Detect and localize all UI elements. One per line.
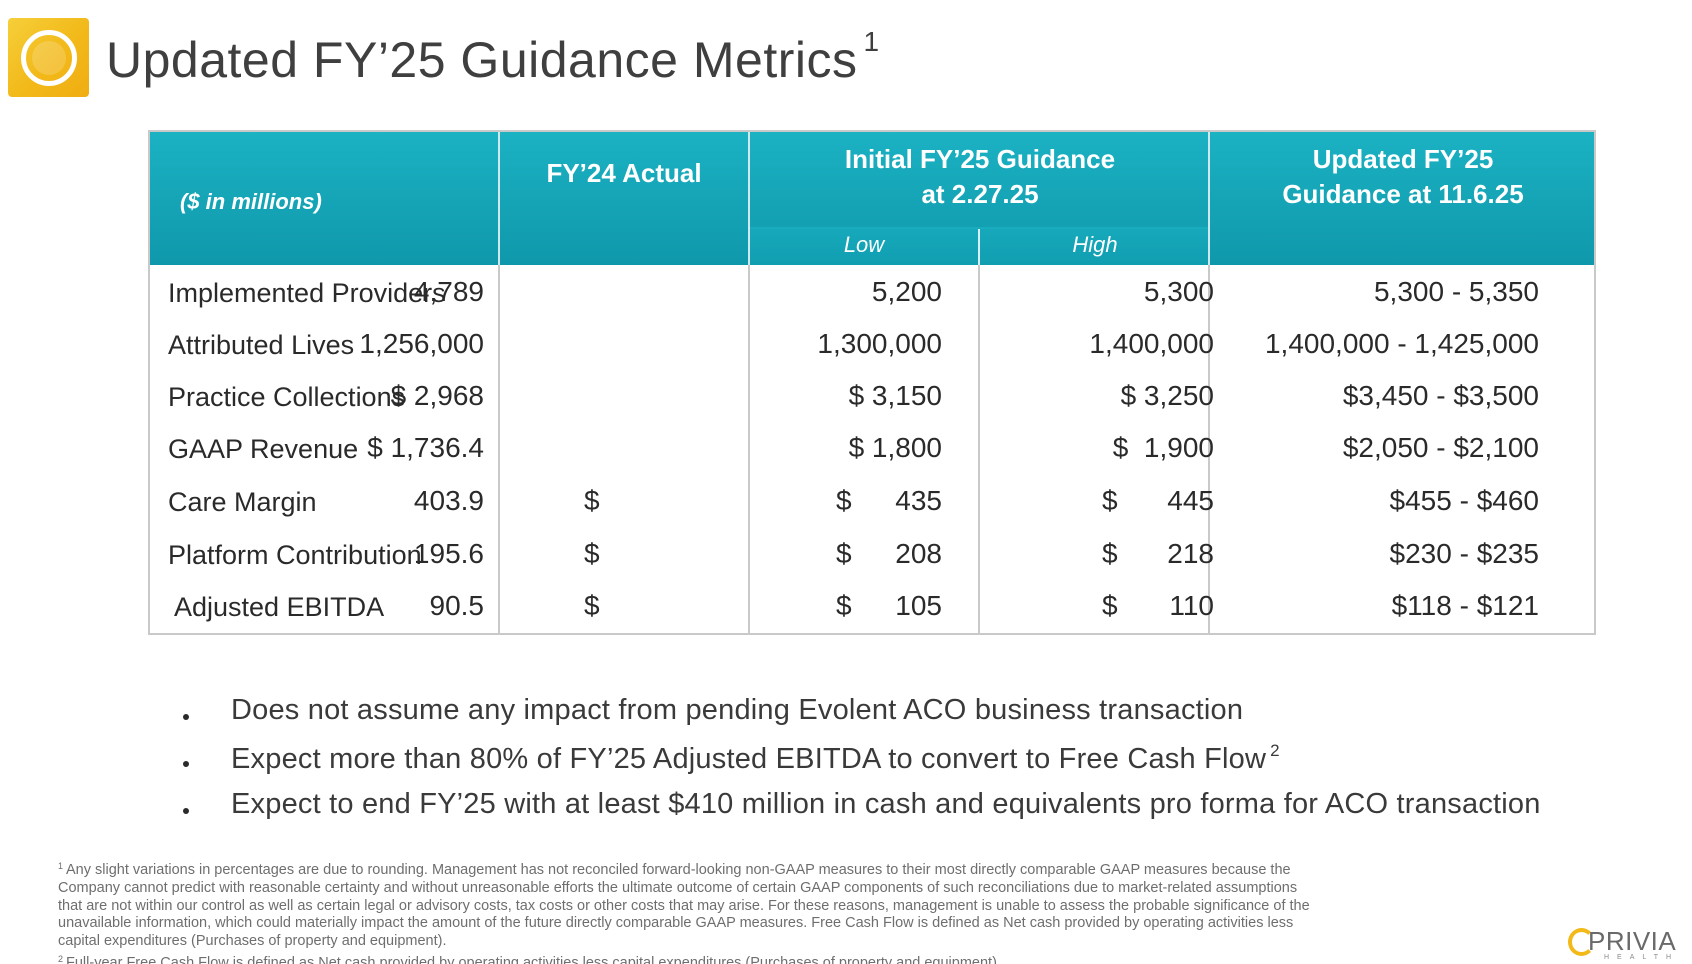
footnote-2: 2 Full-year Free Cash Flow is defined as … (58, 953, 1001, 964)
cell-lives-updated: 1,400,000 - 1,425,000 (1264, 328, 1539, 359)
row-label-lives: Attributed Lives (168, 330, 355, 360)
cell-collections-low: $ 3,150 (848, 380, 942, 411)
cell-revenue-low: $ 1,800 (848, 432, 942, 463)
col-header-fy24: FY’24 Actual (546, 158, 702, 188)
footnote-2-mark: 2 (58, 953, 64, 964)
cell-platform-updated: $230 - $235 (1389, 538, 1539, 569)
title-footnote-ref: 1 (863, 26, 880, 57)
cell-ebitda-fy24: 90.5 (429, 590, 485, 621)
app-logo (8, 18, 89, 97)
bullet-item: Expect more than 80% of FY’25 Adjusted E… (231, 741, 1280, 775)
cell-care-fy24-symbol: $ (584, 485, 600, 516)
footnotes: 1 Any slight variations in percentages ar… (58, 858, 1518, 964)
cell-revenue-updated: $2,050 - $2,100 (1342, 432, 1539, 463)
body-divider-1 (498, 265, 500, 635)
footnote-1-mark: 1 (58, 861, 64, 871)
body-divider-2 (748, 265, 750, 635)
col-header-updated: Updated FY’25 Guidance at 11.6.25 (1210, 142, 1596, 212)
cell-collections-fy24: $ 2,968 (390, 380, 484, 411)
bullet-dot (183, 761, 189, 767)
row-label-collections: Practice Collections (168, 382, 406, 412)
cell-providers-low: 5,200 (871, 276, 942, 307)
cell-care-fy24: 403.9 (413, 485, 484, 516)
cell-care-low-symbol: $ (836, 485, 852, 516)
bullet-item: Expect to end FY’25 with at least $410 m… (231, 788, 1541, 820)
cell-revenue-high: $ 1,900 (1112, 432, 1214, 463)
col-header-high: High (1072, 232, 1118, 257)
sub-header-band (750, 229, 1210, 265)
cell-lives-low: 1,300,000 (817, 328, 942, 359)
low-high-divider (978, 229, 980, 265)
brand-subtitle: HEALTH (1604, 954, 1680, 961)
logo-circle-icon (21, 30, 77, 86)
brand-name: PRIVIA (1588, 926, 1677, 956)
guidance-table: ($ in millions) FY’24 Actual Initial FY’… (148, 130, 1596, 635)
cell-revenue-fy24: $ 1,736.4 (367, 432, 484, 463)
row-label-ebitda: Adjusted EBITDA (174, 592, 385, 622)
col-header-initial: Initial FY’25 Guidance at 2.27.25 (750, 142, 1210, 212)
cell-ebitda-fy24-symbol: $ (584, 590, 600, 621)
col-header-initial-line2: at 2.27.25 (921, 179, 1039, 209)
body-divider-4 (1208, 265, 1210, 635)
cell-lives-high: 1,400,000 (1089, 328, 1214, 359)
cell-platform-low-symbol: $ (836, 538, 852, 569)
cell-ebitda-high-symbol: $ (1102, 590, 1118, 621)
cell-collections-updated: $3,450 - $3,500 (1342, 380, 1539, 411)
cell-providers-fy24: 4,789 (413, 276, 484, 307)
row-label-revenue: GAAP Revenue (168, 434, 359, 464)
cell-ebitda-low: 105 (895, 590, 942, 621)
cell-platform-low: 208 (895, 538, 942, 569)
cell-platform-fy24-symbol: $ (584, 538, 600, 569)
cell-platform-fy24: 195.6 (413, 538, 484, 569)
cell-lives-fy24: 1,256,000 (359, 328, 484, 359)
cell-care-high: 445 (1167, 485, 1214, 516)
cell-care-updated: $455 - $460 (1389, 485, 1539, 516)
bullet-dot (183, 808, 189, 814)
bullet-dot (183, 714, 189, 720)
header-divider-2 (748, 132, 750, 265)
header-divider-1 (498, 132, 500, 265)
col-header-updated-line2: Guidance at 11.6.25 (1282, 179, 1524, 209)
brand-logo: PRIVIA HEALTH (1568, 926, 1678, 962)
body-divider-3 (978, 265, 980, 635)
cell-ebitda-high: 110 (1169, 590, 1214, 621)
col-header-updated-line1: Updated FY’25 (1312, 144, 1494, 174)
cell-care-low: 435 (895, 485, 942, 516)
cell-care-high-symbol: $ (1102, 485, 1118, 516)
cell-ebitda-low-symbol: $ (836, 590, 852, 621)
table-header: ($ in millions) FY’24 Actual Initial FY’… (150, 132, 1594, 265)
footnote-1: 1 Any slight variations in percentages ar… (58, 861, 1310, 950)
initial-sub-divider (750, 227, 1210, 229)
cell-providers-updated: 5,300 - 5,350 (1373, 276, 1539, 307)
cell-ebitda-updated: $118 - $121 (1391, 590, 1539, 621)
page-title: Updated FY’25 Guidance Metrics 1 (106, 26, 880, 88)
cell-platform-high: 218 (1167, 538, 1214, 569)
cell-providers-high: 5,300 (1143, 276, 1214, 307)
bullet-footnote-ref: 2 (1270, 741, 1280, 760)
row-label-providers: Implemented Providers (168, 278, 446, 308)
header-divider-3 (1208, 132, 1210, 265)
cell-collections-high: $ 3,250 (1120, 380, 1214, 411)
row-label-platform: Platform Contribution (168, 540, 422, 570)
unit-label: ($ in millions) (180, 189, 322, 214)
brand-ring-icon (1568, 928, 1595, 956)
col-header-initial-line1: Initial FY’25 Guidance (844, 144, 1116, 174)
bullet-item: Does not assume any impact from pending … (231, 694, 1244, 726)
col-header-low: Low (843, 232, 885, 257)
cell-platform-high-symbol: $ (1102, 538, 1118, 569)
row-label-care-margin: Care Margin (168, 487, 317, 517)
